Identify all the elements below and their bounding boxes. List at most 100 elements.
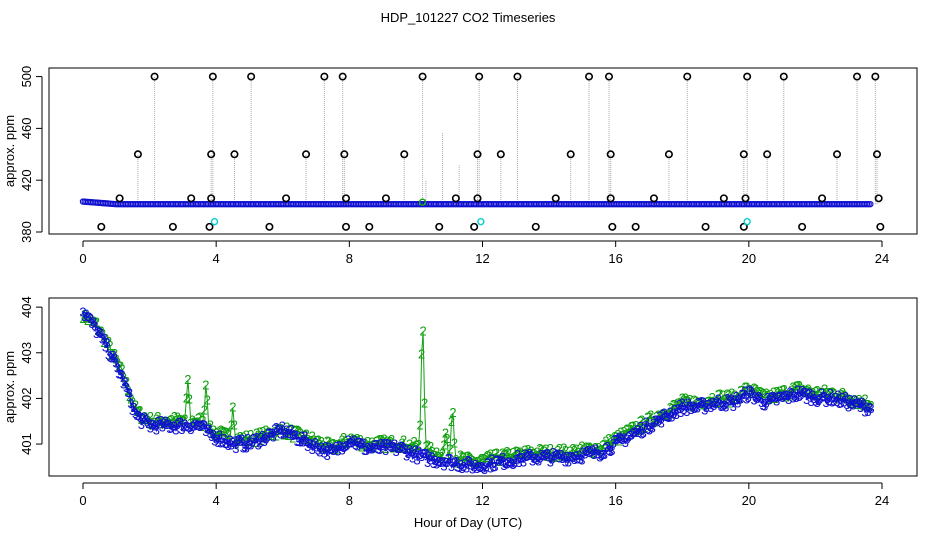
series-3-point: 3 (653, 412, 660, 427)
series-3-point: 3 (616, 430, 623, 445)
series-3-point: 3 (587, 444, 594, 459)
series-2-point: 2 (538, 442, 545, 457)
series-2-point: 2 (415, 437, 422, 452)
series-3-point: 3 (102, 340, 109, 355)
series-2-point: 2 (746, 382, 753, 397)
series-3-point: 3 (581, 446, 588, 461)
series-3-point: 3 (93, 326, 100, 341)
outlier-point-440 (606, 150, 615, 159)
top-x-tick-label: 12 (475, 251, 489, 266)
series-3-point: 3 (506, 455, 513, 470)
series-2-point: 2 (108, 348, 115, 363)
series-3-point: 3 (626, 428, 633, 443)
series-2-point: 2 (611, 429, 618, 444)
series-3-point: 3 (545, 449, 552, 464)
top-y-axis: 380 420 460 500 (19, 66, 43, 243)
series-2-point: 2 (745, 383, 752, 398)
series-3-point: 3 (192, 416, 199, 431)
series-2-point: 2 (836, 390, 843, 405)
series-3-point: 3 (605, 443, 612, 458)
series-3-point: 3 (521, 447, 528, 462)
series-3-point: 3 (613, 432, 620, 447)
series-3-point: 3 (279, 419, 286, 434)
bottom-x-axis: 0 4 8 12 16 20 24 (79, 482, 889, 508)
series-2-point: 2 (798, 382, 805, 397)
series-3-point: 3 (673, 407, 680, 422)
series-2-point: 2 (701, 398, 708, 413)
outlier-point-440 (340, 150, 349, 159)
series-3-point: 3 (425, 448, 432, 463)
series-3-point: 3 (632, 425, 639, 440)
top-x-tick-label: 16 (608, 251, 622, 266)
series-2-point: 2 (595, 440, 602, 455)
series-3-point: 3 (276, 422, 283, 437)
series-2-point: 2 (524, 442, 531, 457)
series-3-point: 3 (280, 426, 287, 441)
series-2-point: 2 (292, 423, 299, 438)
series-2-point: 2 (788, 382, 795, 397)
series-3-point: 3 (571, 452, 578, 467)
series-3-point: 3 (644, 421, 651, 436)
series-3-point: 3 (812, 394, 819, 409)
series-2-point: 2 (307, 433, 314, 448)
series-2-point: 2 (512, 443, 519, 458)
series-2-point: 2 (153, 412, 160, 427)
series-3-point: 3 (864, 404, 871, 419)
series-3-point: 3 (704, 397, 711, 412)
series-3-point: 3 (156, 416, 163, 431)
series-2-point: 2 (106, 338, 113, 353)
series-2-point: 2 (686, 392, 693, 407)
series-2-point: 2 (279, 423, 286, 438)
series-2-point: 2 (497, 451, 504, 466)
series-2-point: 2 (214, 425, 221, 440)
series-2-point: 2 (276, 421, 283, 436)
series-2-point: 2 (821, 381, 828, 396)
series-2-point: 2 (437, 449, 444, 464)
series-2-point: 2 (199, 413, 206, 428)
series-3-point: 3 (712, 396, 719, 411)
series-2-point: 2 (649, 414, 656, 429)
series-2-point: 2 (118, 361, 125, 376)
series-2-point: 2 (213, 425, 220, 440)
series-3-point: 3 (831, 390, 838, 405)
series-2-point: 2 (637, 413, 644, 428)
outlier-point-406 (741, 194, 750, 203)
series-3-point: 3 (422, 446, 429, 461)
series-3-point: 3 (641, 418, 648, 433)
series-3-point: 3 (518, 450, 525, 465)
series-2-point: 2 (695, 395, 702, 410)
series-3-point: 3 (223, 436, 230, 451)
series-2-point: 2 (532, 448, 539, 463)
series-2-point: 2 (801, 384, 808, 399)
series-2-point: 2 (431, 448, 438, 463)
series-3-point: 3 (127, 396, 134, 411)
series-3-point: 3 (445, 451, 452, 466)
series-3-point: 3 (689, 398, 696, 413)
series-2-point: 2 (421, 396, 428, 411)
series-3-point: 3 (407, 445, 414, 460)
series-2-point: 2 (652, 414, 659, 429)
series-3-point: 3 (846, 392, 853, 407)
series-3-point: 3 (79, 304, 86, 319)
series-3-point: 3 (614, 432, 621, 447)
series-2-point: 2 (776, 383, 783, 398)
series-3-point: 3 (736, 392, 743, 407)
series-2-point: 2 (208, 426, 215, 441)
series-2-point: 2 (175, 412, 182, 427)
series-2-point: 2 (625, 422, 632, 437)
series-3-point: 3 (713, 394, 720, 409)
series-2-point: 2 (718, 395, 725, 410)
series-3-point: 3 (781, 388, 788, 403)
series-2-point: 2 (473, 454, 480, 469)
series-2-point: 2 (813, 383, 820, 398)
series-2-point: 2 (416, 417, 423, 432)
series-3-point: 3 (766, 392, 773, 407)
series-3-point: 3 (282, 425, 289, 440)
series-3-point: 3 (825, 393, 832, 408)
series-2-point: 2 (246, 433, 253, 448)
series-2-point: 2 (664, 408, 671, 423)
series-3-point: 3 (238, 431, 245, 446)
series-2-point: 2 (156, 413, 163, 428)
series-2-point: 2 (638, 413, 645, 428)
series-2-point: 2 (602, 434, 609, 449)
